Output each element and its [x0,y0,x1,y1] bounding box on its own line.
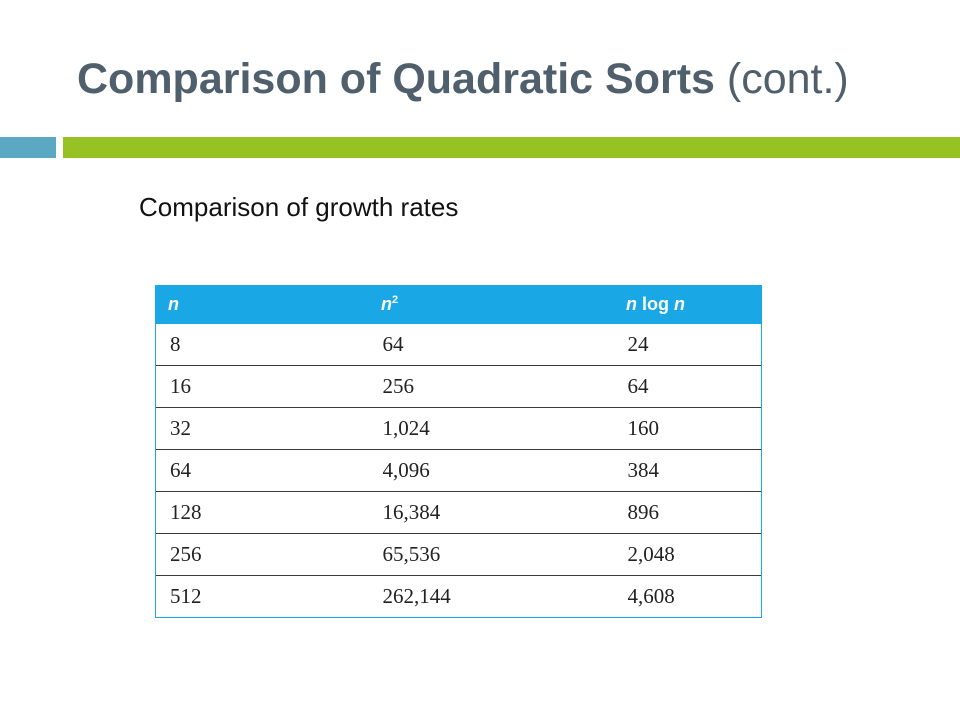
table-cell: 8 [155,323,369,366]
table-cell: 64 [155,449,369,492]
header-n-log-n: n log n [613,285,762,324]
table-cell: 896 [613,491,762,534]
table-cell: 16,384 [368,491,614,534]
table-row: 16 256 64 [155,365,762,408]
accent-bar-blue [0,137,56,158]
header-n: n [155,285,369,324]
table-cell: 16 [155,365,369,408]
table-cell: 256 [368,365,614,408]
table-row: 256 65,536 2,048 [155,533,762,576]
table-cell: 4,096 [368,449,614,492]
table-cell: 64 [613,365,762,408]
table-cell: 384 [613,449,762,492]
table-cell: 160 [613,407,762,450]
accent-bar-green [63,137,960,158]
table-row: 64 4,096 384 [155,449,762,492]
table-row: 32 1,024 160 [155,407,762,450]
slide-title: Comparison of Quadratic Sorts (cont.) [77,52,849,106]
table-cell: 262,144 [368,575,614,618]
slide-subtitle: Comparison of growth rates [139,192,459,222]
table-cell: 32 [155,407,369,450]
table-row: 128 16,384 896 [155,491,762,534]
header-n-squared: n2 [368,285,614,324]
table-cell: 256 [155,533,369,576]
table-cell: 65,536 [368,533,614,576]
growth-rate-table: n n2 n log n 8 64 24 16 256 64 32 1,024 160 64 4,0… [155,285,762,618]
slide-title-main: Comparison of Quadratic Sorts [77,55,715,103]
table-row: 8 64 24 [155,323,762,366]
table-header-row: n n2 n log n [155,285,762,324]
table-cell: 128 [155,491,369,534]
table-cell: 24 [613,323,762,366]
table-body: 8 64 24 16 256 64 32 1,024 160 64 4,096 384 128 16,38… [155,323,762,618]
table-row: 512 262,144 4,608 [155,575,762,618]
table-cell: 1,024 [368,407,614,450]
slide-title-suffix: (cont.) [726,55,849,103]
table-cell: 2,048 [613,533,762,576]
table-cell: 4,608 [613,575,762,618]
table-cell: 512 [155,575,369,618]
table-cell: 64 [368,323,614,366]
